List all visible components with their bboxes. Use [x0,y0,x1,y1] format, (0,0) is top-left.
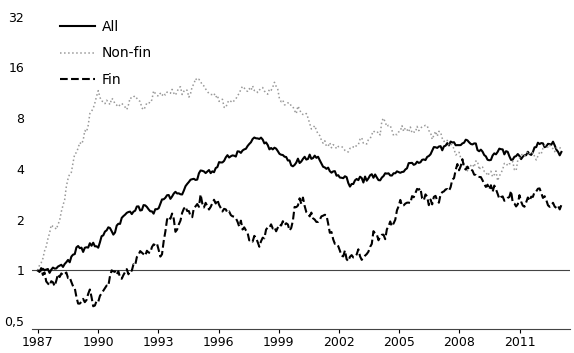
Line: All: All [38,138,561,273]
Fin [34,268,41,273]
Non-fin [175,86,182,90]
All [177,192,184,196]
Non-fin [447,142,454,146]
Line: Non-fin: Non-fin [38,78,561,270]
All [51,267,58,271]
Fin [202,201,209,205]
Fin [525,195,532,199]
All [46,271,53,275]
All [202,171,209,175]
All [251,136,258,140]
Fin [177,219,184,223]
Non-fin [523,151,530,156]
All [34,268,41,273]
Fin [558,203,565,207]
Fin [49,280,56,285]
Fin [90,304,96,309]
All [449,140,456,145]
Non-fin [404,127,410,132]
Non-fin [202,87,209,91]
Fin [459,157,466,161]
Fin [404,201,410,205]
Legend: All, Non-fin, Fin: All, Non-fin, Fin [55,14,158,92]
Non-fin [34,268,41,273]
Non-fin [49,225,56,229]
All [525,150,532,154]
Non-fin [558,144,565,148]
All [558,150,565,154]
Fin [447,185,454,189]
Line: Fin: Fin [38,159,561,306]
Non-fin [192,76,199,80]
All [405,161,412,165]
